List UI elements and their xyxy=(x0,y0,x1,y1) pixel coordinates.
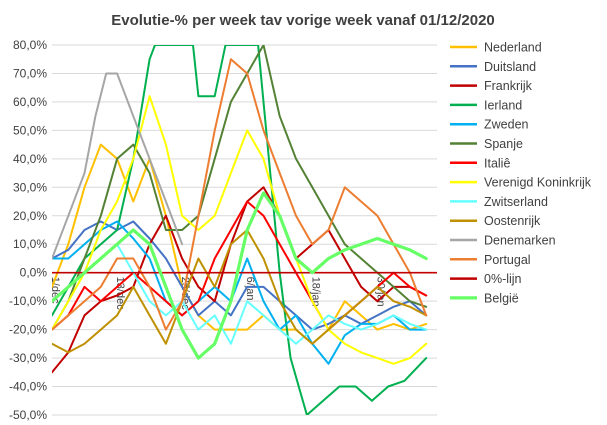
legend-label: Ierland xyxy=(484,98,522,112)
series-line-denemarken xyxy=(52,72,184,260)
series-line-nederland xyxy=(52,143,428,345)
series-line-zweden xyxy=(52,220,428,365)
y-tick-label: 10,0% xyxy=(13,237,47,251)
y-tick-label: 20,0% xyxy=(13,209,47,223)
legend-item: Duitsland xyxy=(450,60,536,74)
grid xyxy=(52,44,437,416)
y-axis-ticks: 80,0% 70,0% 60,0% 50,0% 40,0% 30,0% 20,0% 10,0%… xyxy=(9,38,47,422)
legend-item: Nederland xyxy=(450,41,542,55)
legend-label: Italiê xyxy=(484,156,510,170)
y-tick-label: 0,0% xyxy=(20,266,48,280)
series-lines xyxy=(52,45,437,415)
y-tick-label: -40,0% xyxy=(9,380,47,394)
series-line-frankrijk xyxy=(52,186,428,374)
chart-title: Evolutie-% per week tav vorige week vana… xyxy=(111,12,495,29)
legend-label: 0%-lijn xyxy=(484,272,522,286)
legend-label: Zwitserland xyxy=(484,195,548,209)
legend-label: Nederland xyxy=(484,41,542,55)
y-tick-label: 30,0% xyxy=(13,180,47,194)
legend-label: Portugal xyxy=(484,253,531,267)
y-tick-label: 80,0% xyxy=(13,38,47,52)
y-tick-label: -10,0% xyxy=(9,294,47,308)
legend-item: 0%-lijn xyxy=(450,272,522,286)
y-tick-label: 60,0% xyxy=(13,95,47,109)
legend-label: Spanje xyxy=(484,137,523,151)
legend-label: Zweden xyxy=(484,118,529,132)
x-tick-label: 18/jan xyxy=(309,277,321,307)
y-tick-label: -30,0% xyxy=(9,351,47,365)
series-line-verenigd-koninkrijk xyxy=(52,95,428,365)
series-line-spanje xyxy=(52,45,428,331)
legend-label: Duitsland xyxy=(484,60,536,74)
y-tick-label: 70,0% xyxy=(13,66,47,80)
legend-item: Denemarken xyxy=(450,234,556,248)
legend-label: Oostenrijk xyxy=(484,214,541,228)
legend-item: België xyxy=(450,291,519,305)
legend-item: Ierland xyxy=(450,98,522,112)
legend-item: Oostenrijk xyxy=(450,214,541,228)
legend-item: Frankrijk xyxy=(450,79,533,93)
legend-label: Verenigd Koninkrijk xyxy=(484,176,592,190)
series-line-oostenrijk xyxy=(52,229,428,354)
x-tick-label: 30/jan xyxy=(374,277,386,307)
legend-item: Zwitserland xyxy=(450,195,548,209)
legend-item: Verenigd Koninkrijk xyxy=(450,176,592,190)
series-line-duitsland xyxy=(52,220,428,331)
series-line-ierland xyxy=(52,45,428,415)
series-line-belgi- xyxy=(52,191,428,360)
legend-item: Zweden xyxy=(450,118,529,132)
legend-item: Italiê xyxy=(450,156,510,170)
x-tick-label: 6/jan xyxy=(244,277,256,301)
legend-label: België xyxy=(484,291,519,305)
y-tick-label: -50,0% xyxy=(9,408,47,422)
y-tick-label: -20,0% xyxy=(9,323,47,337)
y-tick-label: 50,0% xyxy=(13,123,47,137)
legend-item: Portugal xyxy=(450,253,531,267)
legend-item: Spanje xyxy=(450,137,523,151)
series-line-portugal xyxy=(52,58,428,331)
y-tick-label: 40,0% xyxy=(13,152,47,166)
legend-label: Frankrijk xyxy=(484,79,533,93)
legend: Nederland Duitsland Frankrijk Ierland Zweden… xyxy=(450,41,592,305)
legend-label: Denemarken xyxy=(484,234,556,248)
